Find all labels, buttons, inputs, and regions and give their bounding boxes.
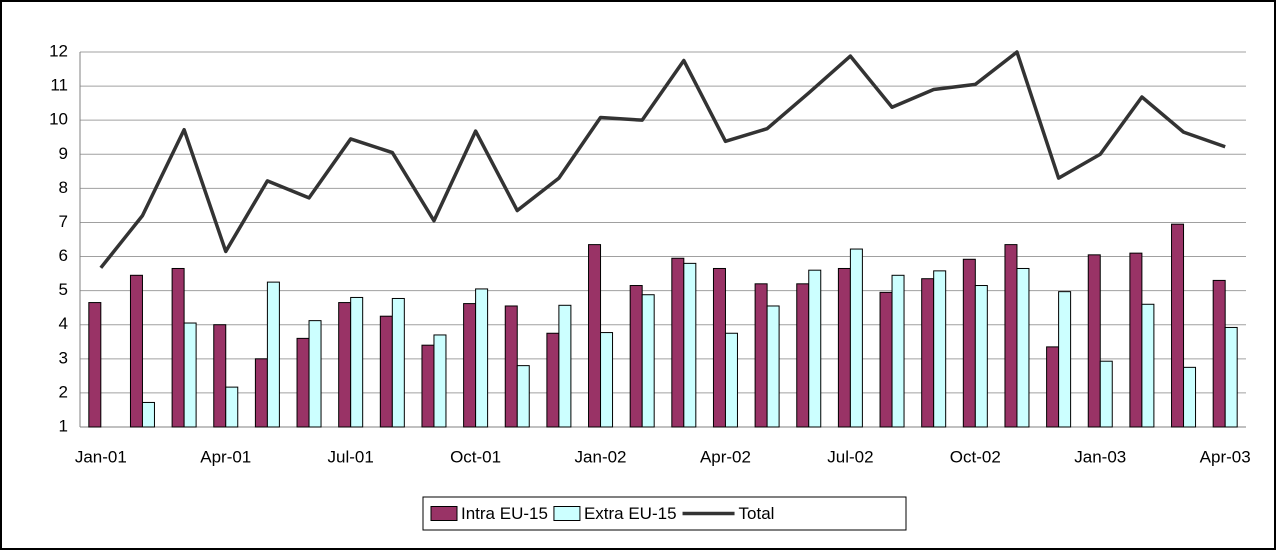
bar — [213, 324, 227, 428]
x-tick-label: Jan-03 — [1074, 447, 1126, 466]
y-tick-label: 2 — [59, 382, 68, 401]
bar — [796, 283, 810, 428]
bar — [379, 315, 393, 428]
bar — [183, 322, 197, 428]
y-tick-label: 6 — [59, 246, 68, 265]
bar — [391, 297, 405, 428]
x-tick-label: Apr-01 — [200, 447, 251, 466]
y-tick-label: 10 — [49, 110, 68, 129]
y-tick-label: 9 — [59, 144, 68, 163]
bar — [849, 248, 863, 428]
legend-swatch — [430, 506, 458, 521]
bar — [641, 294, 655, 428]
y-tick-label: 5 — [59, 280, 68, 299]
bar — [766, 305, 780, 428]
bar — [588, 244, 602, 428]
bar — [1046, 346, 1060, 428]
bar — [254, 358, 268, 428]
bar — [350, 296, 364, 428]
legend-label: Total — [739, 504, 775, 523]
y-tick-label: 1 — [59, 416, 68, 435]
x-tick-label: Apr-02 — [700, 447, 751, 466]
legend-label: Extra EU-15 — [584, 504, 677, 523]
bar — [463, 303, 477, 428]
bar — [171, 267, 185, 428]
bar — [837, 267, 851, 428]
bar — [225, 386, 239, 428]
y-tick-label: 11 — [50, 76, 68, 95]
x-tick-label: Oct-01 — [450, 447, 501, 466]
legend-label: Intra EU-15 — [461, 504, 548, 523]
bar — [600, 332, 614, 428]
bar — [1183, 366, 1197, 428]
bar — [421, 344, 435, 428]
bar — [1099, 360, 1113, 428]
bar — [724, 332, 738, 428]
bar — [629, 285, 643, 428]
bar — [129, 274, 143, 428]
y-tick-label: 7 — [59, 212, 68, 231]
bar — [933, 270, 947, 428]
legend-swatch — [553, 506, 581, 521]
bar — [266, 281, 280, 428]
bar — [88, 302, 102, 428]
bar — [546, 332, 560, 428]
bar — [504, 305, 518, 428]
bar — [891, 274, 905, 428]
bar — [308, 320, 322, 428]
bar — [475, 288, 489, 428]
x-tick-label: Apr-03 — [1200, 447, 1251, 466]
bar — [296, 337, 310, 428]
bar — [712, 267, 726, 428]
bar — [1129, 252, 1143, 428]
line — [99, 50, 1226, 269]
bar — [683, 262, 697, 428]
bar — [1171, 223, 1185, 428]
bar — [754, 283, 768, 428]
bar — [1087, 254, 1101, 428]
bar — [1016, 267, 1030, 428]
bar — [974, 285, 988, 428]
bar — [879, 291, 893, 428]
bar — [433, 334, 447, 428]
bar — [516, 365, 530, 428]
x-tick-label: Jan-02 — [575, 447, 627, 466]
x-tick-label: Jul-02 — [827, 447, 873, 466]
y-tick-label: 8 — [59, 178, 68, 197]
x-tick-label: Jan-01 — [75, 447, 127, 466]
x-tick-label: Oct-02 — [950, 447, 1001, 466]
x-tick-label: Jul-01 — [328, 447, 374, 466]
y-tick-label: 12 — [49, 41, 68, 60]
bar — [141, 401, 155, 428]
bar — [1224, 326, 1238, 428]
bar — [962, 258, 976, 428]
bar — [1004, 244, 1018, 428]
y-tick-label: 3 — [59, 348, 68, 367]
bar — [921, 278, 935, 428]
bar — [1212, 279, 1226, 428]
legend-box — [422, 496, 907, 531]
bar — [808, 269, 822, 428]
bar — [558, 304, 572, 428]
bar — [1058, 291, 1072, 428]
bar — [671, 257, 685, 428]
bar — [338, 302, 352, 428]
bar — [1141, 303, 1155, 428]
y-tick-label: 4 — [59, 314, 68, 333]
